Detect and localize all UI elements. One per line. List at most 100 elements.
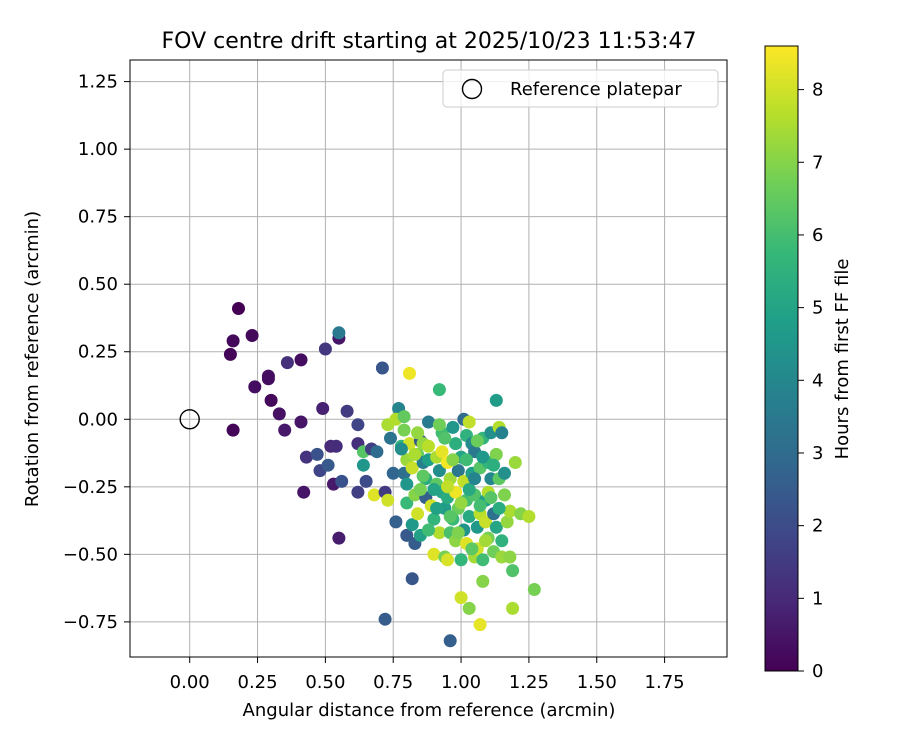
data-point [438, 431, 452, 445]
data-point [400, 496, 414, 510]
data-point [470, 434, 484, 448]
data-point [432, 464, 446, 478]
data-point [226, 334, 240, 348]
data-point [318, 342, 332, 356]
data-point [487, 458, 501, 472]
data-point [476, 574, 490, 588]
data-point [370, 445, 384, 459]
data-point [332, 531, 346, 545]
x-tick-label: 0.25 [238, 672, 278, 693]
data-point [479, 534, 492, 548]
colorbar-tick-label: 3 [812, 443, 823, 464]
data-point [432, 383, 446, 397]
data-point [248, 380, 262, 394]
data-point [223, 347, 237, 361]
data-point [351, 485, 365, 499]
data-point [422, 523, 435, 537]
data-point [403, 366, 416, 380]
legend-box [442, 69, 719, 108]
data-point [367, 488, 381, 502]
x-tick-label: 1.00 [441, 672, 481, 693]
data-point [454, 496, 468, 510]
data-point [226, 423, 240, 437]
data-point [359, 474, 373, 488]
data-point [476, 450, 490, 464]
data-point [245, 329, 259, 342]
data-point [473, 618, 487, 632]
data-point [394, 442, 408, 456]
data-point [495, 426, 509, 440]
data-point [405, 518, 419, 532]
data-point [400, 477, 414, 491]
data-point [432, 526, 446, 540]
data-point [422, 415, 435, 429]
data-point [460, 453, 473, 467]
data-point [443, 634, 457, 648]
x-axis-label: Angular distance from reference (arcmin) [243, 700, 616, 721]
x-tick-label: 1.50 [577, 672, 617, 693]
data-point [375, 361, 389, 375]
data-point [462, 483, 476, 496]
data-point [294, 415, 308, 429]
data-point [381, 493, 395, 507]
data-point [386, 466, 400, 480]
colorbar-tick-label: 4 [812, 370, 823, 391]
data-point [506, 601, 520, 615]
grid [130, 60, 727, 657]
data-point [522, 510, 536, 523]
data-point [427, 547, 441, 561]
data-point [299, 450, 313, 464]
data-point [468, 472, 482, 486]
data-point [473, 499, 487, 513]
data-point [435, 445, 449, 459]
data-point [451, 464, 465, 478]
y-tick-label: 0.75 [78, 207, 118, 228]
y-tick-label: 1.00 [78, 139, 118, 160]
x-tick-label: 0.00 [170, 672, 210, 693]
y-tick-label: −0.50 [63, 544, 118, 565]
data-point [272, 407, 286, 421]
data-point [427, 512, 441, 526]
data-point [310, 447, 324, 461]
data-point [261, 372, 275, 386]
data-point [498, 466, 511, 480]
data-point [500, 515, 514, 529]
colorbar-tick-label: 2 [812, 516, 823, 537]
data-point [411, 426, 425, 440]
data-point [489, 447, 503, 461]
data-point [405, 572, 419, 586]
data-point [332, 326, 346, 340]
x-tick-label: 0.50 [305, 672, 345, 693]
data-point [297, 485, 311, 499]
data-point [454, 553, 468, 567]
data-point [416, 469, 430, 483]
data-point [400, 528, 414, 542]
x-tick-label: 0.75 [373, 672, 413, 693]
data-point [462, 415, 476, 429]
data-point [446, 420, 460, 434]
data-point [484, 491, 498, 505]
data-point [413, 483, 427, 496]
data-point [489, 520, 503, 534]
data-point [451, 526, 465, 540]
colorbar-gradient [764, 45, 799, 672]
data-point [408, 447, 422, 461]
legend: Reference platepar [442, 69, 719, 108]
data-point [441, 480, 454, 494]
data-point [441, 553, 454, 567]
data-point [495, 534, 509, 548]
y-tick-label: 0.50 [78, 274, 118, 295]
y-tick-label: 1.25 [78, 72, 118, 93]
data-point [498, 488, 511, 502]
data-point [449, 437, 463, 451]
data-point [446, 453, 460, 467]
data-point [506, 564, 520, 578]
data-point [316, 402, 330, 415]
data-point [462, 510, 476, 523]
colorbar-tick-label: 8 [812, 80, 823, 101]
data-point [432, 418, 446, 432]
data-point [508, 456, 522, 469]
colorbar: 0 1 2 3 4 5 6 7 8 Hours from first FF file [764, 45, 853, 682]
data-point [405, 461, 419, 475]
chart-title: FOV centre drift starting at 2025/10/23 … [162, 29, 697, 54]
